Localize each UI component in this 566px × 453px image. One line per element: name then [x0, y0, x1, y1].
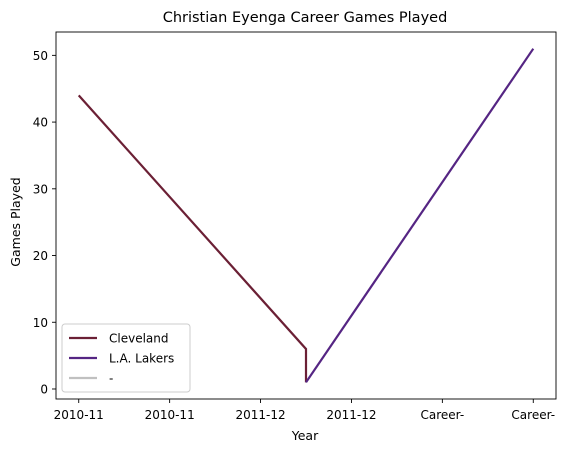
x-tick-label: 2010-11: [145, 408, 195, 422]
legend-label-0: Cleveland: [109, 332, 169, 346]
x-tick-label: 2011-12: [326, 408, 376, 422]
y-tick-label: 20: [33, 249, 48, 263]
x-tick-label: Career-: [511, 408, 555, 422]
legend-label-2: -: [109, 372, 113, 386]
y-tick-label: 40: [33, 116, 48, 130]
legend-label-1: L.A. Lakers: [109, 352, 174, 366]
x-tick-label: 2011-12: [235, 408, 285, 422]
y-tick-label: 50: [33, 49, 48, 63]
legend: Cleveland L.A. Lakers -: [62, 324, 190, 392]
y-tick-label: 30: [33, 182, 48, 196]
x-axis-label: Year: [291, 428, 319, 443]
x-tick-label: Career-: [421, 408, 465, 422]
y-tick-label: 0: [40, 382, 48, 396]
chart-title: Christian Eyenga Career Games Played: [163, 10, 448, 26]
y-tick-label: 10: [33, 316, 48, 330]
y-axis-label: Games Played: [8, 177, 23, 266]
x-tick-label: 2010-11: [54, 408, 104, 422]
series-line-1: [306, 49, 533, 383]
